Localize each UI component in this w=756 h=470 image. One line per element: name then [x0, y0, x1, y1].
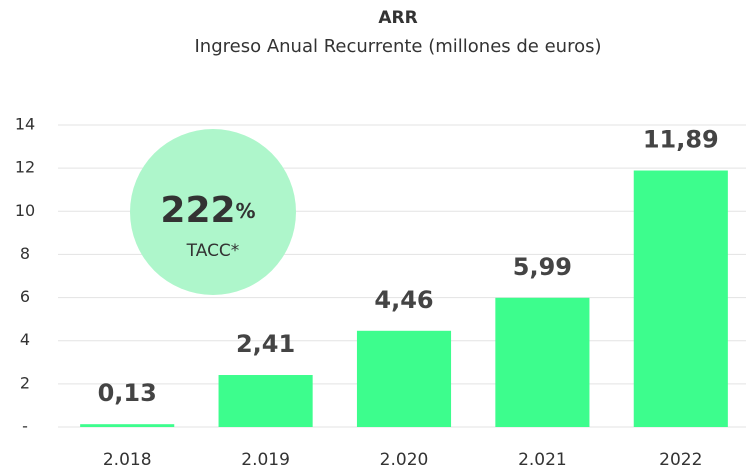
x-tick-label: 2.018 [103, 450, 152, 470]
annotation-circle [130, 129, 296, 295]
x-tick-label: 2.019 [241, 450, 290, 470]
value-label: 5,99 [513, 253, 572, 281]
y-tick-label: 4 [20, 330, 30, 349]
value-label: 2,41 [236, 330, 295, 358]
chart-title: ARR [378, 8, 417, 28]
x-tick-label: 2.021 [518, 450, 567, 470]
bar [495, 297, 590, 427]
y-tick-label: 8 [20, 244, 30, 263]
x-tick-label: 2022 [659, 450, 702, 470]
bar [218, 375, 313, 427]
y-tick-label: 2 [20, 373, 30, 392]
y-tick-label: 12 [15, 158, 35, 177]
value-label: 0,13 [98, 379, 157, 407]
bar [356, 330, 452, 427]
value-label: 11,89 [643, 126, 719, 154]
value-label: 4,46 [374, 286, 433, 314]
y-tick-label: 14 [15, 115, 35, 134]
y-tick-label: 10 [15, 201, 35, 220]
bar [80, 424, 175, 427]
annotation-caption: TACC* [186, 241, 240, 261]
x-tick-label: 2.020 [380, 450, 429, 470]
annotation-number: 222 [160, 190, 235, 231]
annotation-unit: % [236, 199, 256, 223]
bar [633, 170, 728, 427]
y-tick-label: - [22, 417, 28, 436]
annotation-value: 222% [160, 190, 255, 231]
chart-subtitle: Ingreso Anual Recurrente (millones de eu… [195, 36, 602, 57]
y-tick-label: 6 [20, 287, 30, 306]
